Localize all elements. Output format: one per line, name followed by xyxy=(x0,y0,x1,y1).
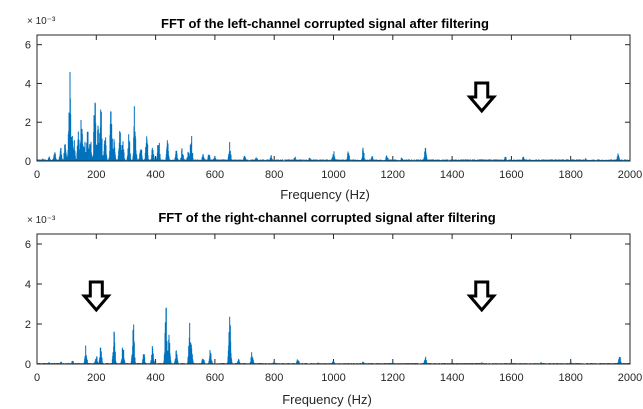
x-tick-label: 1200 xyxy=(381,169,405,181)
x-tick-label: 2000 xyxy=(618,169,642,181)
x-tick-label: 0 xyxy=(34,169,40,181)
top-arrows xyxy=(466,81,498,114)
down-arrow-icon xyxy=(466,280,498,313)
y-tick-label: 6 xyxy=(25,40,31,52)
bottom-plot-title: FFT of the right-channel corrupted signa… xyxy=(158,210,495,225)
x-tick-label: 0 xyxy=(34,372,40,384)
bottom-y-exponent: × 10⁻³ xyxy=(27,215,56,226)
bottom-arrows xyxy=(81,280,498,313)
down-arrow-icon xyxy=(466,81,498,114)
x-tick-label: 1000 xyxy=(321,169,345,181)
y-tick-label: 2 xyxy=(25,319,31,331)
bottom-axes-box xyxy=(36,233,631,365)
x-tick-label: 1800 xyxy=(558,169,582,181)
bottom-plot: FFT of the right-channel corrupted signa… xyxy=(25,210,642,407)
x-tick-label: 400 xyxy=(146,372,164,384)
down-arrow-icon xyxy=(81,280,112,313)
x-tick-label: 2000 xyxy=(618,372,642,384)
x-tick-label: 1600 xyxy=(499,372,523,384)
top-x-label: Frequency (Hz) xyxy=(280,187,370,202)
x-tick-label: 200 xyxy=(87,372,105,384)
y-tick-label: 2 xyxy=(25,117,31,129)
y-tick-label: 4 xyxy=(25,279,31,291)
x-tick-label: 1200 xyxy=(381,372,405,384)
x-tick-label: 1400 xyxy=(440,169,464,181)
y-tick-label: 4 xyxy=(25,78,31,90)
bottom-x-label: Frequency (Hz) xyxy=(282,392,372,407)
top-y-exponent: × 10⁻³ xyxy=(27,16,56,27)
bottom-x-ticks: 0 200 400 600 800 1000 1200 1400 1600 1800 2000 xyxy=(34,234,642,384)
x-tick-label: 1000 xyxy=(321,372,345,384)
top-plot: FFT of the left-channel corrupted signal… xyxy=(25,16,642,202)
x-tick-label: 200 xyxy=(87,169,105,181)
top-plot-title: FFT of the left-channel corrupted signal… xyxy=(161,16,489,31)
y-tick-label: 0 xyxy=(25,156,31,168)
x-tick-label: 600 xyxy=(206,169,224,181)
top-axes-box xyxy=(36,34,631,162)
x-tick-label: 1800 xyxy=(558,372,582,384)
x-tick-label: 1600 xyxy=(499,169,523,181)
x-tick-label: 800 xyxy=(265,169,283,181)
x-tick-label: 1400 xyxy=(440,372,464,384)
x-tick-label: 600 xyxy=(206,372,224,384)
x-tick-label: 400 xyxy=(146,169,164,181)
y-tick-label: 6 xyxy=(25,239,31,251)
x-tick-label: 800 xyxy=(265,372,283,384)
y-tick-label: 0 xyxy=(25,359,31,371)
